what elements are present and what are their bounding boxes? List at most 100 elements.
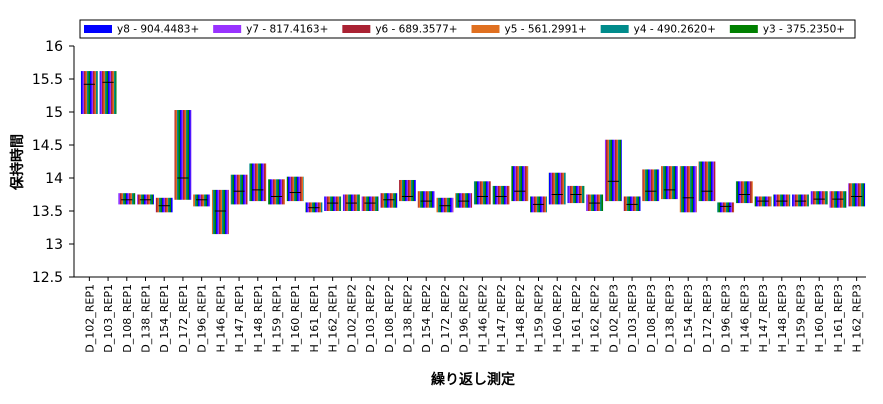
range-box [679, 166, 697, 213]
range-box [399, 179, 416, 202]
range-box [155, 197, 173, 213]
range-box [492, 185, 510, 205]
range-box [249, 163, 267, 202]
x-tick-label: H_147_REP3 [757, 284, 770, 353]
legend-swatch [600, 25, 629, 33]
range-box [436, 197, 454, 213]
range-box [211, 189, 229, 235]
range-box [455, 193, 473, 208]
y-tick-label: 13.5 [32, 204, 63, 220]
range-box [361, 196, 379, 211]
y-axis-title: 保持時間 [9, 134, 26, 191]
x-tick-label: D_196_REP3 [720, 284, 733, 353]
x-tick-label: D_103_REP1 [102, 284, 115, 353]
x-tick-label: H_148_REP1 [252, 284, 265, 353]
x-tick-label: D_154_REP1 [158, 284, 171, 353]
x-tick-label: D_102_REP1 [83, 284, 96, 353]
range-box [80, 71, 98, 114]
x-tick-label: H_159_REP1 [271, 284, 284, 353]
legend-swatch [729, 25, 758, 33]
x-tick-label: D_154_REP2 [420, 284, 433, 353]
range-box [642, 169, 660, 202]
range-box [548, 172, 566, 205]
x-tick-label: H_148_REP2 [514, 284, 527, 353]
x-tick-label: D_172_REP3 [701, 284, 714, 353]
range-box [735, 181, 753, 204]
x-axis-title: 繰り返し測定 [431, 371, 515, 388]
legend-swatch [342, 25, 371, 33]
legend-label: y5 - 561.2991+ [505, 24, 587, 36]
x-tick-label: H_159_REP2 [533, 284, 546, 353]
x-tick-label: D_154_REP3 [682, 284, 695, 353]
x-tick-label: H_146_REP3 [738, 284, 751, 353]
range-box [717, 202, 735, 213]
x-tick-label: D_103_REP2 [364, 284, 377, 353]
range-box [174, 110, 192, 200]
x-tick-label: H_162_REP2 [589, 284, 602, 353]
x-tick-label: H_162_REP3 [851, 284, 864, 353]
range-box [118, 193, 136, 205]
range-box [99, 71, 117, 114]
x-tick-label: D_138_REP2 [402, 284, 415, 353]
y-tick-label: 13 [45, 237, 63, 253]
range-box [792, 194, 809, 207]
x-tick-label: H_147_REP2 [495, 284, 508, 353]
range-box [810, 191, 828, 205]
x-tick-label: D_196_REP1 [196, 284, 209, 353]
range-box [324, 196, 342, 211]
legend-swatch [84, 25, 112, 33]
x-tick-label: D_108_REP2 [383, 284, 396, 353]
x-tick-label: D_172_REP2 [439, 284, 452, 353]
x-tick-label: H_146_REP2 [476, 284, 489, 353]
x-tick-label: H_161_REP3 [832, 284, 845, 353]
y-tick-label: 12.5 [32, 270, 63, 286]
range-box [473, 181, 491, 205]
range-box [193, 194, 211, 207]
x-tick-label: H_160_REP3 [813, 284, 826, 353]
range-box [230, 174, 248, 205]
x-tick-label: H_160_REP1 [289, 284, 302, 353]
range-box [268, 179, 285, 205]
x-tick-label: H_148_REP3 [776, 284, 789, 353]
x-tick-label: D_196_REP2 [458, 284, 471, 353]
x-tick-label: H_161_REP2 [570, 284, 583, 353]
range-box [623, 196, 641, 211]
x-tick-label: D_102_REP3 [607, 284, 620, 353]
legend-swatch [213, 25, 242, 33]
x-tick-label: D_108_REP1 [121, 284, 134, 353]
x-tick-label: D_103_REP3 [626, 284, 639, 353]
x-tick-label: H_146_REP1 [214, 284, 227, 353]
legend-label: y4 - 490.2620+ [634, 24, 716, 36]
legend-swatch [471, 25, 500, 33]
x-tick-label: H_159_REP3 [795, 284, 808, 353]
x-tick-label: D_138_REP1 [140, 284, 153, 353]
range-box [848, 183, 866, 207]
legend-label: y3 - 375.2350+ [763, 24, 845, 36]
legend: y8 - 904.4483+ y7 - 817.4163+ y6 - 689.357… [84, 24, 845, 36]
range-box [417, 191, 435, 208]
range-box [380, 193, 398, 208]
x-tick-label: H_147_REP1 [233, 284, 246, 353]
x-tick-label: H_161_REP1 [308, 284, 321, 353]
x-tick-label: D_102_REP2 [345, 284, 358, 353]
range-box [511, 166, 529, 202]
y-tick-label: 16 [45, 39, 63, 55]
x-tick-label: H_160_REP2 [551, 284, 564, 353]
x-tick-label: H_162_REP1 [327, 284, 340, 353]
range-box [773, 194, 791, 207]
legend-label: y7 - 817.4163+ [246, 24, 328, 36]
y-tick-label: 14 [45, 171, 63, 187]
y-tick-label: 14.5 [32, 138, 63, 154]
y-tick-label: 15.5 [32, 72, 63, 88]
x-tick-label: D_172_REP1 [177, 284, 190, 353]
x-tick-label: D_108_REP3 [645, 284, 658, 353]
legend-label: y6 - 689.3577+ [375, 24, 457, 36]
legend-box [79, 19, 856, 39]
range-box [661, 166, 678, 200]
x-tick-label: D_138_REP3 [664, 284, 677, 353]
y-tick-label: 15 [45, 105, 63, 121]
range-box [286, 176, 304, 202]
range-box [604, 139, 622, 202]
legend-label: y8 - 904.4483+ [117, 24, 199, 36]
